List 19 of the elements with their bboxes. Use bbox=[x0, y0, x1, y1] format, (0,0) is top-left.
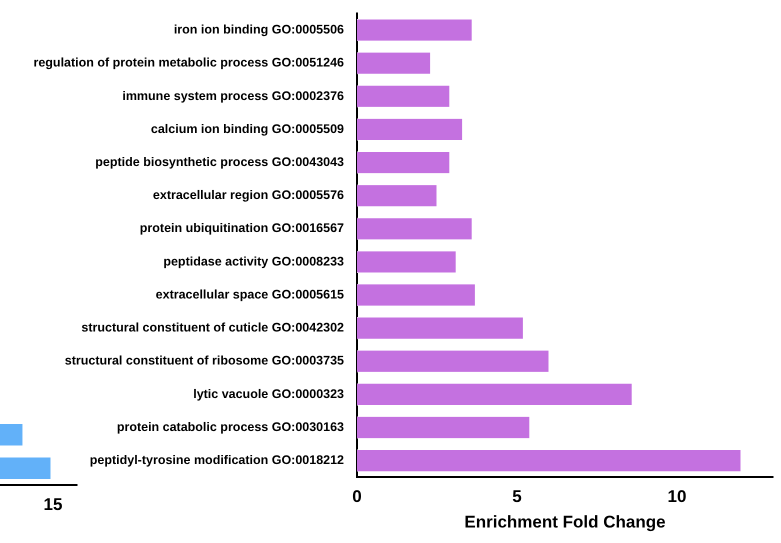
y-tick-label: extracellular space GO:0005615 bbox=[156, 287, 344, 302]
y-tick-label: extracellular region GO:0005576 bbox=[152, 188, 344, 202]
x-tick-label: 10 bbox=[668, 487, 686, 506]
y-tick-label: regulation of protein metabolic process GO:0051246 bbox=[33, 56, 344, 70]
y-tick-label: structural constituent of cuticle GO:0042302 bbox=[81, 320, 344, 335]
y-tick-label: lytic vacuole GO:0000323 bbox=[193, 386, 344, 401]
y-tick-label: protein catabolic process GO:0030163 bbox=[116, 420, 344, 434]
x-tick-label: 0 bbox=[352, 487, 362, 506]
y-tick-label: protein ubiquitination GO:0016567 bbox=[140, 221, 344, 236]
y-tick-label: peptidase activity GO:0008233 bbox=[163, 254, 344, 268]
y-tick-label: calcium ion binding GO:0005509 bbox=[150, 122, 344, 136]
y-tick-label: immune system process GO:0002376 bbox=[122, 88, 344, 103]
x-tick-label: 5 bbox=[512, 487, 522, 506]
y-tick-label: peptidyl-tyrosine modification GO:0018212 bbox=[90, 453, 344, 468]
y-tick-label: peptide biosynthetic process GO:0043043 bbox=[95, 155, 344, 169]
text: 15 bbox=[44, 495, 62, 514]
y-tick-label: iron ion binding GO:0005506 bbox=[174, 22, 344, 37]
x-axis-title: Enrichment Fold Change bbox=[464, 512, 666, 532]
y-tick-label: structural constituent of ribosome GO:0003735 bbox=[64, 354, 344, 368]
